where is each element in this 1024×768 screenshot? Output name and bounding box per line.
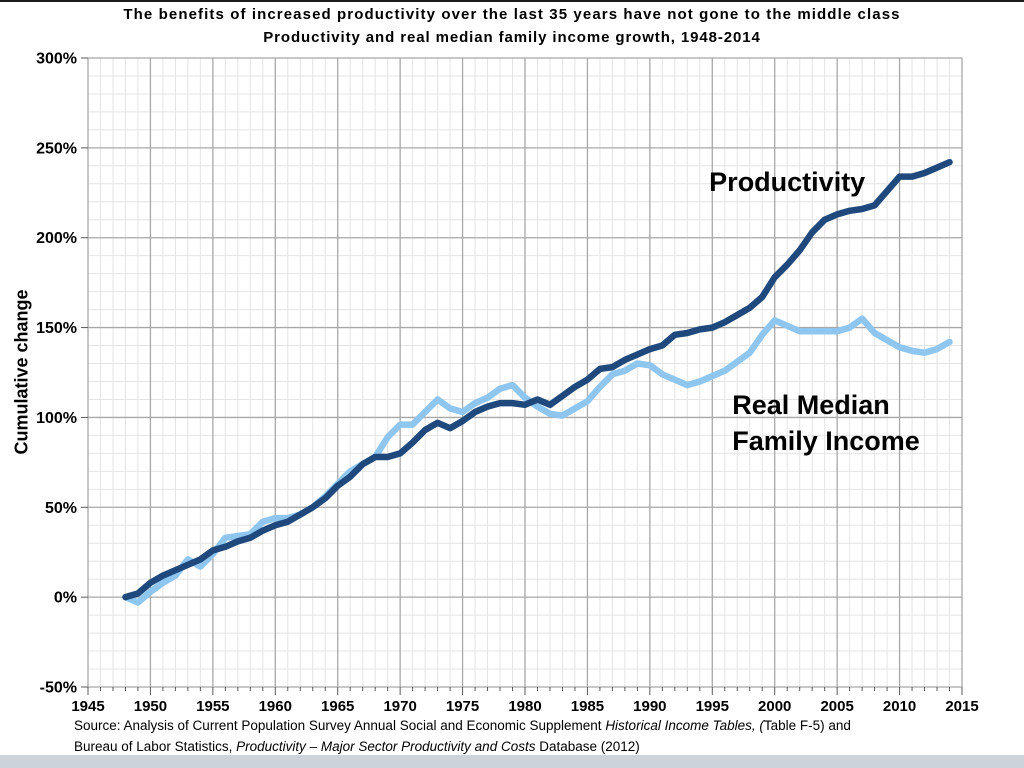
income-label-line1: Real Median bbox=[732, 390, 890, 420]
source-line-1: Source: Analysis of Current Population S… bbox=[74, 718, 851, 733]
x-tick-label: 1955 bbox=[196, 698, 229, 715]
x-tick-label: 2010 bbox=[883, 698, 916, 715]
x-tick-label: 1995 bbox=[696, 698, 729, 715]
x-tick-label: 1950 bbox=[134, 698, 167, 715]
y-tick-label: 200% bbox=[36, 230, 77, 247]
chart-title: The benefits of increased productivity o… bbox=[123, 6, 901, 23]
y-tick-label: 100% bbox=[36, 410, 77, 427]
x-tick-label: 1965 bbox=[321, 698, 354, 715]
income-line bbox=[122, 315, 953, 606]
bottom-bar bbox=[0, 755, 1024, 768]
productivity-label: Productivity bbox=[709, 167, 865, 197]
x-tick-label: 1985 bbox=[571, 698, 604, 715]
productivity-line bbox=[122, 158, 953, 601]
x-tick-label: 1990 bbox=[633, 698, 666, 715]
y-tick-label: 300% bbox=[36, 51, 77, 68]
x-tick-label: 1960 bbox=[259, 698, 292, 715]
x-tick-label: 1945 bbox=[71, 698, 104, 715]
y-tick-label: 150% bbox=[36, 320, 77, 337]
x-tick-label: 2005 bbox=[820, 698, 853, 715]
x-tick-label: 1970 bbox=[383, 698, 416, 715]
window-top-edge bbox=[0, 0, 1024, 2]
y-tick-label: 0% bbox=[54, 590, 77, 607]
y-tick-label: 50% bbox=[45, 500, 77, 517]
income-label-line2: Family Income bbox=[732, 426, 920, 456]
source-note: Source: Analysis of Current Population S… bbox=[74, 715, 851, 757]
x-tick-label: 1980 bbox=[508, 698, 541, 715]
y-tick-label: 250% bbox=[36, 140, 77, 157]
x-tick-label: 1975 bbox=[446, 698, 479, 715]
y-tick-label: -50% bbox=[40, 680, 77, 697]
x-tick-label: 2015 bbox=[945, 698, 978, 715]
x-tick-label: 2000 bbox=[758, 698, 791, 715]
chart-subtitle: Productivity and real median family inco… bbox=[263, 29, 761, 46]
source-line-2: Bureau of Labor Statistics, Productivity… bbox=[74, 739, 640, 754]
